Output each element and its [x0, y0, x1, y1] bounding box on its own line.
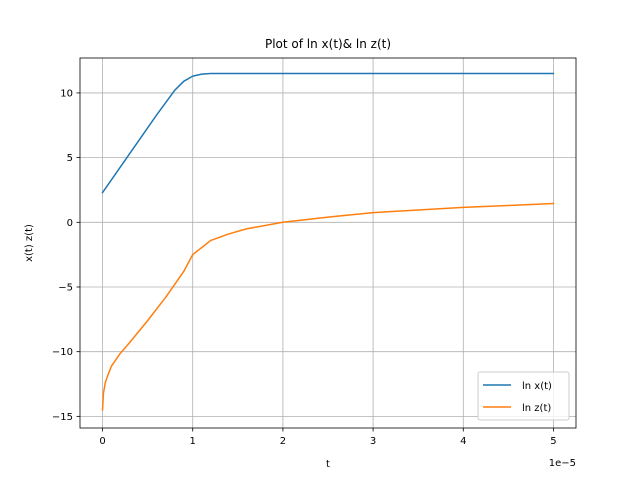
chart-title: Plot of ln x(t)& ln z(t) [265, 37, 391, 51]
x-tick-label: 2 [280, 436, 286, 447]
y-tick-label: −5 [58, 282, 73, 293]
x-tick-label: 5 [550, 436, 556, 447]
legend: ln x(t) ln z(t) [477, 371, 570, 421]
y-axis-label: x(t) z(t) [24, 224, 35, 262]
legend-box [477, 371, 570, 421]
ticks: 0 1 2 3 4 5 −15 −10 −5 0 5 10 [52, 88, 557, 447]
y-tick-label: −15 [52, 412, 73, 423]
series-line-ln-x [101, 72, 555, 194]
y-tick-label: −10 [52, 347, 73, 358]
x-tick-label: 4 [460, 436, 466, 447]
y-tick-label: 5 [67, 153, 73, 164]
series-layer [101, 72, 555, 411]
x-tick-label: 3 [370, 436, 376, 447]
legend-label-ln-x: ln x(t) [522, 381, 552, 392]
x-axis-label: t [326, 459, 330, 470]
x-tick-label: 1 [190, 436, 196, 447]
series-line-ln-z [101, 202, 555, 411]
plot-frame [79, 57, 577, 429]
plot-area: 0 1 2 3 4 5 −15 −10 −5 0 5 10 [52, 57, 577, 447]
legend-label-ln-z: ln z(t) [522, 403, 551, 414]
y-tick-label: 10 [60, 88, 73, 99]
plot-background [80, 58, 576, 428]
x-offset-label: 1e−5 [549, 458, 576, 469]
y-tick-label: 0 [67, 218, 73, 229]
x-tick-label: 0 [99, 436, 105, 447]
